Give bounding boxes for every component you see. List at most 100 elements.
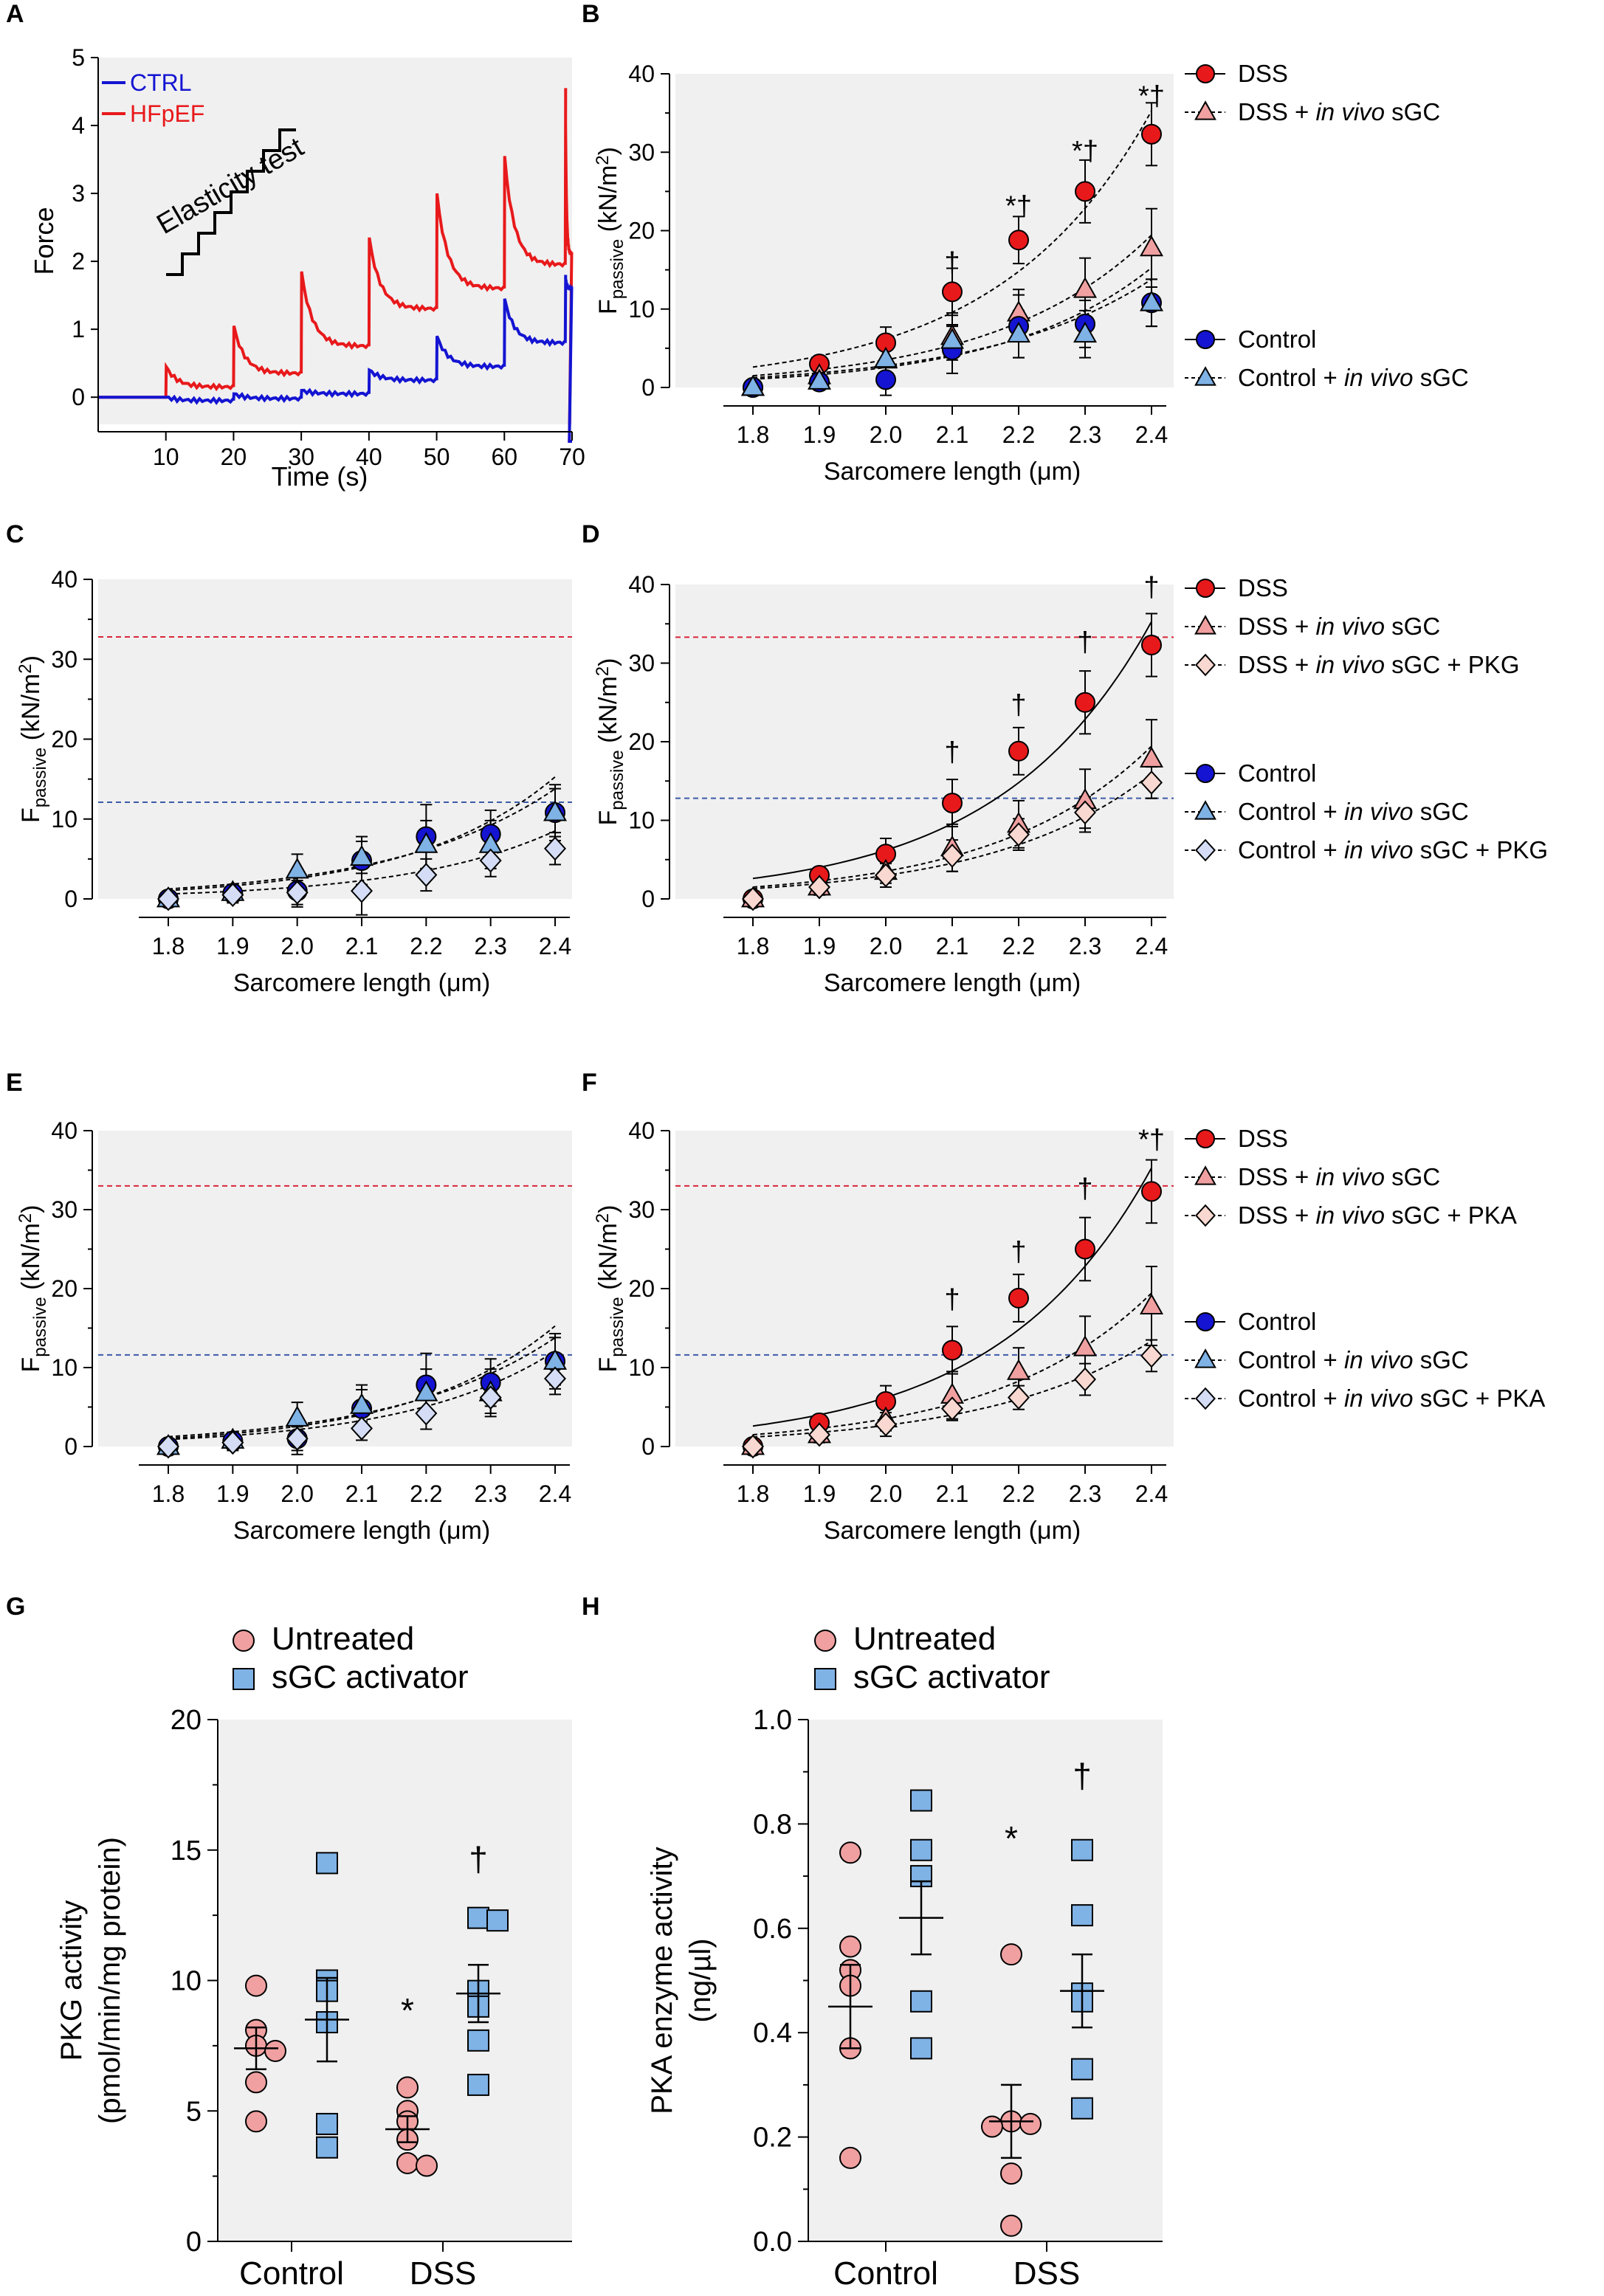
legend-marker	[1196, 330, 1215, 349]
data-point	[873, 346, 898, 368]
x-tick-label: 1.8	[737, 1480, 769, 1507]
y-axis-title: Fpassive (kN/m2)	[593, 147, 627, 314]
data-point	[316, 2136, 338, 2159]
y-tick-label: 0.0	[753, 2227, 792, 2258]
data-point	[740, 375, 765, 396]
y-tick-label: 10	[628, 1354, 655, 1381]
x-tick-label: 2.4	[1135, 421, 1168, 448]
panel-label-h: H	[582, 1593, 600, 1621]
x-tick-label: 2.3	[1069, 1480, 1101, 1507]
data-point	[741, 886, 765, 911]
legend-label: Control + in vivo sGC	[1238, 1346, 1469, 1373]
data-point	[156, 1434, 180, 1459]
data-point	[910, 1789, 932, 1812]
panel-label-f: F	[582, 1069, 597, 1097]
data-point	[1000, 1943, 1022, 1966]
data-point	[285, 1405, 309, 1427]
legend-marker	[1195, 838, 1216, 862]
data-point	[839, 2146, 861, 2169]
y-tick-label: 4	[72, 112, 85, 139]
y-axis-title-part: F	[594, 299, 622, 314]
data-point	[245, 2110, 267, 2133]
legend-marker	[1195, 653, 1216, 677]
legend-label: Control + in vivo sGC + PKA	[1238, 1385, 1545, 1412]
data-point	[416, 2154, 438, 2177]
y-axis-title: PKA enzyme activity	[646, 1847, 678, 2114]
data-point	[1073, 800, 1097, 825]
data-point	[1019, 2112, 1042, 2135]
y-axis-title-part: 2	[16, 1213, 35, 1223]
data-point	[1073, 277, 1098, 298]
legend-label-part: Control +	[1238, 798, 1344, 825]
y-tick-label: 40	[628, 1117, 655, 1144]
data-point	[1073, 1367, 1097, 1392]
data-point	[808, 875, 831, 900]
y-axis-title-part: 2	[593, 155, 613, 165]
legend-label: DSS + in vivo sGC	[1238, 1163, 1440, 1190]
data-point	[1071, 1838, 1093, 1861]
legend-label-part: Control +	[1238, 836, 1344, 863]
x-tick-label: 50	[424, 444, 450, 470]
x-tick-label: 1.9	[803, 421, 836, 448]
legend-label: sGC activator	[853, 1659, 1050, 1695]
data-point	[1008, 230, 1029, 251]
plot-area	[675, 74, 1174, 387]
y-tick-label: 40	[628, 571, 655, 598]
legend-marker	[1194, 1348, 1216, 1368]
x-axis-title: Time (s)	[272, 461, 368, 492]
y-axis-title: PKG activity	[55, 1900, 88, 2061]
legend-label: DSS	[1238, 60, 1288, 87]
y-tick-label: 30	[51, 1196, 78, 1223]
y-tick-label: 0	[641, 374, 655, 401]
legend-marker	[233, 1630, 255, 1652]
x-tick-label: 2.1	[345, 1480, 378, 1507]
data-point	[415, 1401, 438, 1426]
significance-mark: *†	[1138, 81, 1165, 112]
panel-f: 0 10 20 30 40 1.8 1.9 2.0 2.1 2.2 2.3 2.4 Sarcomere …	[593, 1117, 1545, 1545]
significance-mark: †	[1073, 1757, 1092, 1795]
legend-label-part: sGC + PKA	[1385, 1202, 1517, 1229]
y-tick-label: 10	[628, 296, 655, 323]
y-axis-title-part: (kN/m	[594, 1223, 622, 1297]
data-point	[1139, 746, 1164, 768]
data-point	[1141, 1181, 1162, 1202]
y-tick-label: 0	[186, 2227, 202, 2258]
data-point	[1075, 1238, 1095, 1260]
ctrl-trace	[98, 275, 574, 443]
x-tick-label: 2.4	[1135, 1480, 1168, 1507]
y-tick-label: 10	[171, 1966, 202, 1997]
x-tick-label: 2.2	[410, 933, 442, 959]
legend-label-part: sGC + PKA	[1414, 1385, 1546, 1412]
legend-label: DSS + in vivo sGC + PKA	[1238, 1202, 1517, 1229]
data-point	[349, 844, 374, 866]
y-tick-label: 15	[171, 1835, 202, 1866]
x-axis-title: Sarcomere length (μm)	[824, 1517, 1081, 1545]
data-point	[910, 2037, 932, 2060]
x-tick-label: 1.8	[737, 933, 769, 959]
data-point	[940, 328, 965, 349]
legend-label: Untreated	[853, 1621, 996, 1657]
x-axis-title: Sarcomere length (μm)	[824, 969, 1081, 997]
y-tick-label: 30	[628, 650, 655, 677]
x-tick-label: 10	[153, 444, 179, 470]
data-point	[910, 1990, 932, 2013]
y-axis-title-part: passive	[30, 1297, 50, 1356]
legend-label-part: DSS +	[1238, 651, 1315, 678]
legend-label-part: sGC	[1414, 1346, 1469, 1373]
legend-marker	[1195, 1204, 1216, 1227]
panel-d: 0 10 20 30 40 1.8 1.9 2.0 2.1 2.2 2.3 2.4 Sarcomere …	[593, 571, 1548, 997]
legend-label-part: DSS	[1238, 574, 1288, 601]
significance-mark: †	[1011, 1237, 1026, 1268]
y-tick-label: 20	[628, 1275, 655, 1302]
x-tick-label: 2.1	[345, 933, 378, 959]
y-axis-title: Fpassive (kN/m2)	[16, 1205, 50, 1373]
data-point	[839, 1935, 861, 1958]
data-point	[316, 1852, 338, 1875]
legend-label-part: Control	[1238, 325, 1316, 353]
data-point	[286, 880, 309, 905]
data-point	[1071, 1904, 1093, 1927]
y-tick-label: 20	[51, 1275, 78, 1302]
x-category-label: DSS	[410, 2255, 476, 2292]
